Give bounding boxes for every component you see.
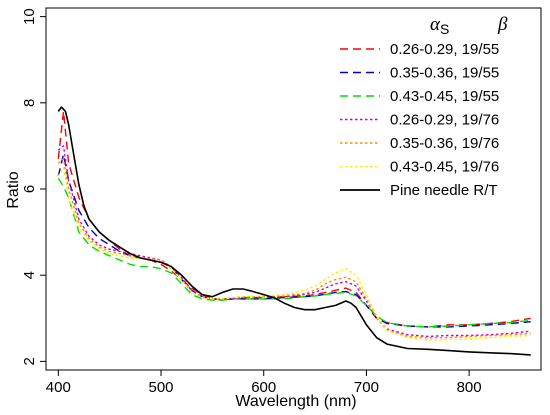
legend-header-alpha-subscript: S [440, 21, 449, 37]
legend-label-0-35-0-36-19-55: 0.35-0.36, 19/55 [390, 65, 499, 82]
x-tick-label: 600 [251, 379, 276, 396]
legend-label-0-35-0-36-19-76: 0.35-0.36, 19/76 [390, 135, 499, 152]
x-axis-title: Wavelength (nm) [235, 393, 356, 410]
series-layer [57, 106, 531, 356]
series-line-0-26-0-29-19-76 [57, 145, 531, 338]
y-axis-ticks: 2 4 6 8 10 [21, 8, 46, 366]
legend-label-0-26-0-29-19-55: 0.26-0.29, 19/55 [390, 41, 499, 58]
series-line-pine-needle-r-t [57, 106, 531, 356]
y-axis-title: Ratio [5, 171, 22, 208]
series-line-0-43-0-45-19-76 [57, 166, 531, 341]
y-tick-label: 2 [21, 357, 38, 365]
legend-header-alpha-symbol: α [430, 14, 441, 35]
legend-label-0-43-0-45-19-55: 0.43-0.45, 19/55 [390, 88, 499, 105]
x-tick-label: 800 [457, 379, 482, 396]
x-tick-label: 500 [149, 379, 174, 396]
legend-label-pine-needle-r-t: Pine needle R/T [390, 182, 498, 199]
x-axis-ticks: 400 500 600 700 800 [46, 370, 482, 396]
y-tick-label: 10 [21, 8, 38, 25]
legend-header-beta: β [497, 14, 508, 35]
series-line-0-35-0-36-19-55 [57, 153, 531, 328]
x-tick-label: 400 [46, 379, 71, 396]
x-tick-label: 700 [354, 379, 379, 396]
y-tick-label: 8 [21, 99, 38, 107]
y-tick-label: 4 [21, 271, 38, 279]
y-tick-label: 6 [21, 185, 38, 193]
legend-items: 0.26-0.29, 19/55 0.35-0.36, 19/55 0.43-0.4… [340, 41, 499, 199]
legend-label-0-43-0-45-19-76: 0.43-0.45, 19/76 [390, 159, 499, 176]
legend-header-alpha: αS [430, 14, 449, 37]
legend: αS β 0.26-0.29, 19/55 0.35-0.36, 19/55 0.4… [340, 14, 508, 199]
legend-label-0-26-0-29-19-76: 0.26-0.29, 19/76 [390, 112, 499, 129]
